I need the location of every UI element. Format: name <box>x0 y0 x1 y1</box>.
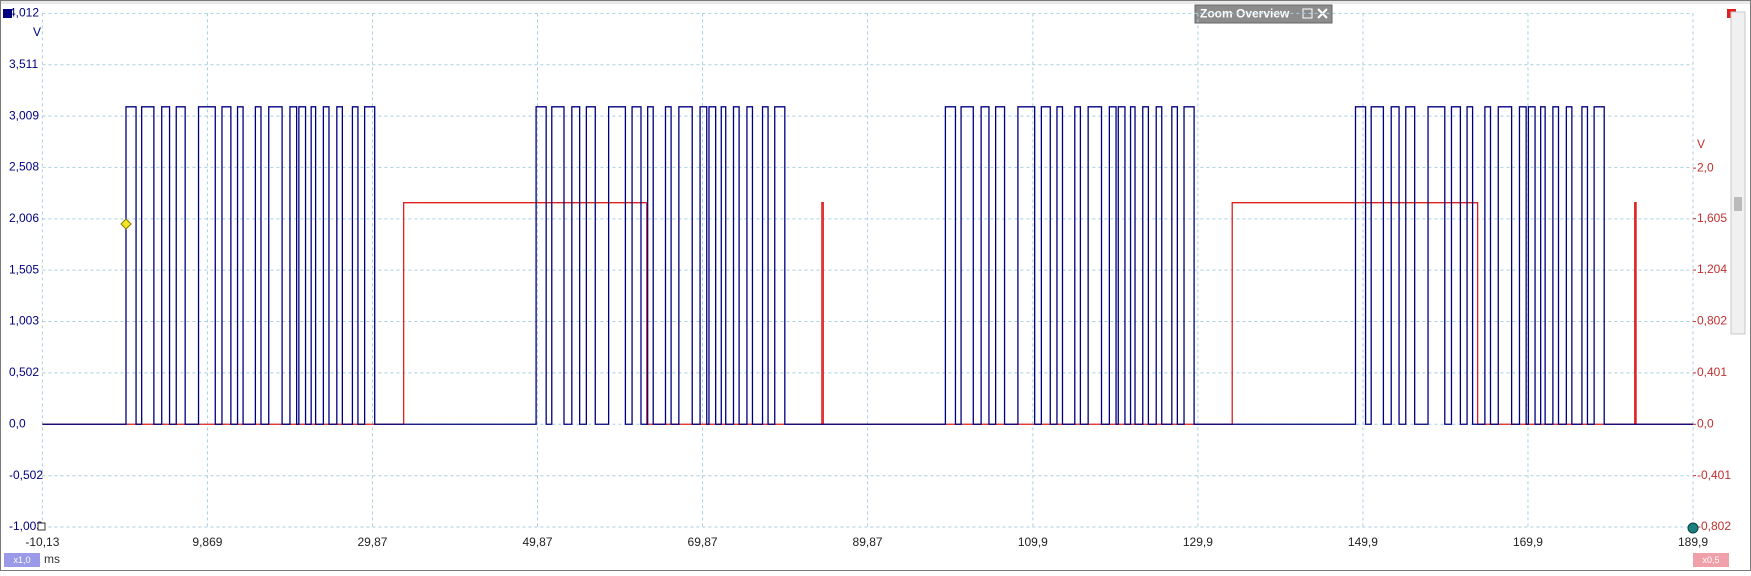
y-tick-label: 1,003 <box>9 314 39 328</box>
channel-b-scale-badge[interactable] <box>1693 553 1729 567</box>
series-line <box>42 202 1693 425</box>
y-tick-label: 0,0 <box>9 416 26 430</box>
x-tick-label: 129,9 <box>1183 535 1213 549</box>
ruler-handle[interactable] <box>1687 522 1699 534</box>
y-tick-label: 1,505 <box>9 262 39 276</box>
y-tick-label: 2,508 <box>9 160 39 174</box>
zoom-overview: Zoom Overview <box>1194 4 1333 24</box>
x-tick-label: 189,9 <box>1678 535 1708 549</box>
y2-tick-label: -0,401 <box>1697 468 1731 482</box>
series-line <box>42 106 1693 425</box>
y2-tick-label: 0,401 <box>1697 365 1727 379</box>
x-axis-unit: ms <box>44 552 60 566</box>
x-tick-label: 9,869 <box>192 535 222 549</box>
y-tick-label: 0,502 <box>9 365 39 379</box>
scrollbar[interactable] <box>1730 11 1746 335</box>
ruler-handle-left[interactable] <box>37 522 46 531</box>
y2-tick-label: 0,802 <box>1697 314 1727 328</box>
y2-tick-label: 1,605 <box>1697 211 1727 225</box>
y-tick-label: 3,009 <box>9 108 39 122</box>
y2-tick-label: 0,0 <box>1697 416 1714 430</box>
scrollbar-thumb[interactable] <box>1734 197 1742 211</box>
y-tick-label: 4,012 <box>9 6 39 20</box>
y2-tick-label: -0,802 <box>1697 519 1731 533</box>
y-axis-unit: V <box>33 25 41 39</box>
y2-tick-label: 2,0 <box>1697 160 1714 174</box>
y-tick-label: -0,502 <box>9 468 43 482</box>
y2-tick-label: 1,204 <box>1697 262 1727 276</box>
x-tick-label: 29,87 <box>357 535 387 549</box>
x-tick-label: 109,9 <box>1018 535 1048 549</box>
plot <box>42 106 1693 425</box>
x-tick-label: 89,87 <box>853 535 883 549</box>
y-tick-label: 3,511 <box>9 57 38 71</box>
y-tick-label: -1,003 <box>9 519 43 533</box>
y2-axis-unit: V <box>1697 137 1705 151</box>
x-tick-label: 149,9 <box>1348 535 1378 549</box>
channel-a-scale-badge[interactable] <box>4 553 40 567</box>
x-tick-label: 169,9 <box>1513 535 1543 549</box>
x-tick-label: 69,87 <box>688 535 718 549</box>
channel-b-scale: x0,5 <box>1702 555 1719 565</box>
top-edge <box>1 1 1750 4</box>
channel-a-marker[interactable] <box>3 9 12 18</box>
y-tick-label: 2,006 <box>9 211 39 225</box>
x-tick-label: 49,87 <box>522 535 552 549</box>
channel-a-scale: x1,0 <box>13 555 30 565</box>
trigger-marker[interactable] <box>120 218 132 230</box>
zoom-overview-bar[interactable] <box>1194 4 1333 24</box>
x-tick-label: -10,13 <box>25 535 59 549</box>
